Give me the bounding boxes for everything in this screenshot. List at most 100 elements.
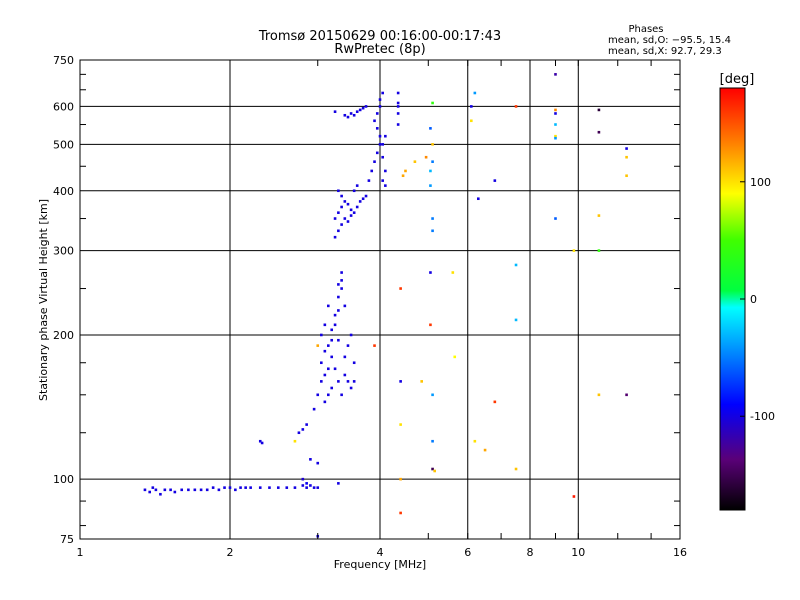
data-point (337, 189, 340, 193)
data-point (431, 101, 434, 105)
data-point (327, 304, 330, 308)
data-point (470, 105, 473, 108)
data-point (429, 271, 432, 274)
data-point (293, 439, 297, 443)
data-point (431, 467, 434, 471)
data-point (381, 91, 384, 95)
data-point (413, 160, 417, 163)
data-point (431, 217, 434, 220)
data-point (597, 249, 601, 252)
data-point (301, 428, 305, 431)
data-point (399, 511, 402, 515)
data-point (352, 361, 356, 365)
data-point (431, 439, 434, 443)
data-point (337, 380, 340, 383)
data-point (327, 344, 330, 347)
data-point (453, 355, 457, 359)
phases-heading: Phases (628, 24, 663, 35)
x-tick-label: 8 (527, 546, 534, 559)
colorbar-tick-label: -100 (750, 410, 775, 423)
data-point (597, 130, 601, 134)
y-tick-label: 300 (53, 245, 74, 258)
data-point (396, 105, 400, 108)
data-point (373, 160, 376, 163)
data-point (493, 400, 497, 404)
data-point (424, 155, 428, 159)
data-point (343, 373, 347, 377)
data-point (597, 214, 601, 217)
data-point (373, 119, 376, 123)
data-point (349, 112, 353, 115)
data-point (154, 488, 158, 492)
data-point (384, 169, 387, 173)
data-point (514, 263, 518, 267)
data-point (340, 287, 343, 290)
data-point (312, 407, 316, 411)
data-point (320, 361, 323, 365)
data-point (333, 110, 337, 113)
data-point (343, 200, 347, 203)
data-point (431, 229, 434, 233)
data-point (343, 113, 347, 117)
data-point (337, 229, 340, 233)
data-point (554, 73, 557, 76)
data-point (199, 488, 203, 492)
x-tick-label: 10 (571, 546, 585, 559)
data-point (349, 208, 353, 212)
phases-x-stats: mean, sd,X: 92.7, 29.3 (608, 46, 722, 57)
y-tick-label: 100 (53, 473, 74, 486)
data-point (320, 380, 323, 383)
data-point (151, 486, 155, 489)
data-point (364, 105, 368, 108)
data-point (429, 323, 432, 327)
data-point (396, 91, 400, 95)
data-point (340, 393, 343, 397)
data-point (258, 439, 262, 443)
data-point (258, 486, 262, 489)
data-point (554, 112, 557, 115)
data-point (327, 393, 330, 397)
colorbar-tick-label: 100 (750, 176, 771, 189)
colorbar-label: [deg] (720, 72, 755, 87)
data-point (625, 155, 628, 159)
data-point (349, 333, 353, 337)
data-point (309, 458, 312, 461)
data-point (268, 486, 271, 489)
data-point (514, 105, 518, 108)
data-point (346, 202, 350, 206)
data-point (293, 486, 297, 489)
data-point (375, 151, 379, 155)
data-point (323, 400, 327, 404)
data-point (228, 486, 232, 489)
data-point (554, 108, 557, 112)
data-point (217, 488, 221, 492)
colorbar-tick-label: 0 (750, 293, 757, 306)
data-point (378, 143, 382, 146)
data-point (399, 423, 402, 426)
data-point (223, 486, 226, 489)
data-point (333, 323, 337, 327)
data-point (364, 194, 368, 198)
data-point (361, 106, 365, 110)
data-point (554, 217, 557, 220)
data-point (316, 393, 320, 397)
data-point (378, 98, 382, 101)
data-point (429, 184, 432, 187)
data-point (399, 380, 402, 383)
data-point (483, 448, 487, 452)
data-point (429, 127, 432, 130)
data-point (312, 486, 316, 489)
data-point (340, 271, 343, 274)
data-point (431, 143, 434, 146)
data-point (330, 355, 334, 359)
data-point (173, 490, 177, 494)
y-tick-label: 75 (60, 533, 74, 546)
y-axis-ticks: 75 100 200 300 400 500 600 750 (53, 54, 680, 546)
data-point (211, 486, 215, 489)
y-tick-label: 400 (53, 185, 74, 198)
data-point (343, 355, 347, 359)
data-point (340, 205, 343, 209)
data-point (378, 105, 382, 108)
data-point (340, 279, 343, 282)
